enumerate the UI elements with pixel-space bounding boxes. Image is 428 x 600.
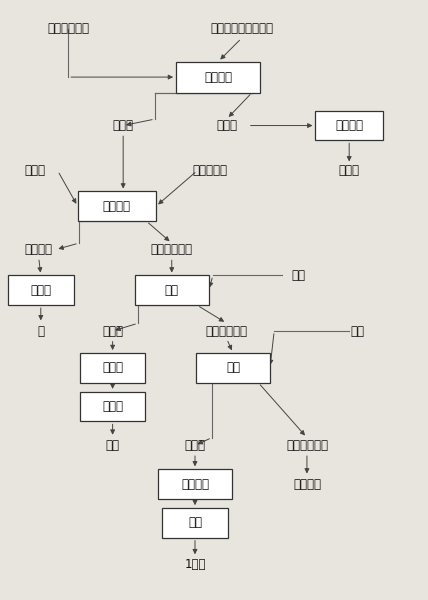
- Text: 沉铜分离后液: 沉铜分离后液: [286, 439, 328, 452]
- FancyBboxPatch shape: [135, 275, 209, 305]
- Text: 铅: 铅: [37, 325, 44, 338]
- Text: 铁粉: 铁粉: [351, 325, 365, 338]
- Text: 浸出液: 浸出液: [216, 119, 237, 132]
- Text: 二次浸出溶液: 二次浸出溶液: [151, 243, 193, 256]
- Text: 二次浸渣: 二次浸渣: [25, 243, 53, 256]
- Text: 硫酸、盐酸: 硫酸、盐酸: [192, 164, 227, 177]
- Text: 二次浸出: 二次浸出: [103, 200, 131, 213]
- FancyBboxPatch shape: [158, 469, 232, 499]
- Text: 双氧水: 双氧水: [24, 164, 45, 177]
- Text: 1＃铜: 1＃铜: [184, 559, 206, 571]
- Text: 精铋: 精铋: [106, 439, 119, 452]
- FancyBboxPatch shape: [196, 353, 270, 383]
- Text: 沉铋: 沉铋: [165, 284, 179, 297]
- FancyBboxPatch shape: [8, 275, 74, 305]
- Text: 脱砷浸出: 脱砷浸出: [204, 71, 232, 83]
- Text: 沉铜: 沉铜: [226, 361, 240, 374]
- Text: 沉铋分离后液: 沉铋分离后液: [206, 325, 248, 338]
- FancyBboxPatch shape: [80, 392, 146, 421]
- Text: 电解: 电解: [188, 517, 202, 529]
- Text: 反射炉: 反射炉: [102, 361, 123, 374]
- Text: 碱液、双氧水: 碱液、双氧水: [47, 22, 89, 35]
- Text: 鼓风炉: 鼓风炉: [30, 284, 51, 297]
- FancyBboxPatch shape: [176, 62, 261, 92]
- Text: 脱砷泥: 脱砷泥: [113, 119, 134, 132]
- FancyBboxPatch shape: [315, 110, 383, 140]
- FancyBboxPatch shape: [78, 191, 156, 221]
- FancyBboxPatch shape: [80, 353, 146, 383]
- Text: 碱液: 碱液: [291, 269, 306, 282]
- Text: 铋精炼: 铋精炼: [102, 400, 123, 413]
- Text: 铜吹粗炼: 铜吹粗炼: [181, 478, 209, 491]
- Text: 砷酸钠: 砷酸钠: [339, 164, 360, 177]
- Text: 海绵铜: 海绵铜: [184, 439, 205, 452]
- Text: 氯氧铋: 氯氧铋: [102, 325, 123, 338]
- FancyBboxPatch shape: [162, 508, 228, 538]
- Text: 净化结晶: 净化结晶: [335, 119, 363, 132]
- Text: 废液回收: 废液回收: [293, 478, 321, 491]
- Text: 高砷含铋多金属物料: 高砷含铋多金属物料: [210, 22, 273, 35]
